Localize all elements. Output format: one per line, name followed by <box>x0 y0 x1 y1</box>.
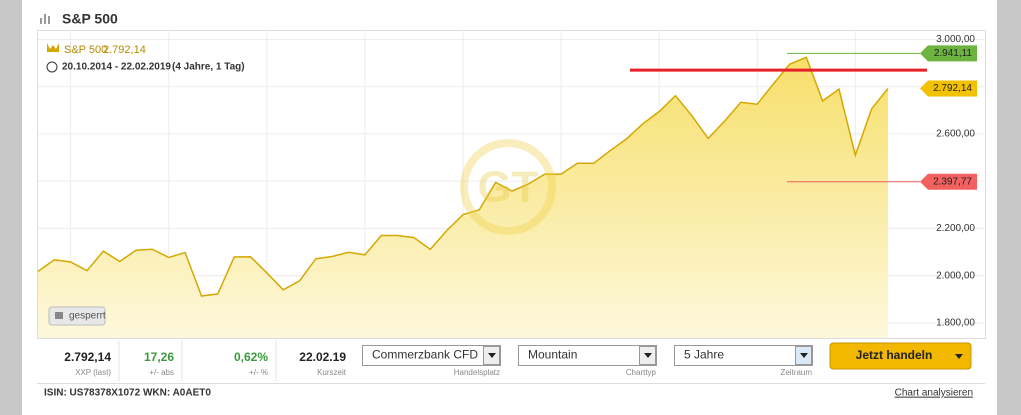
ids: ISIN: US78378X1072 WKN: A0AET0 <box>44 388 211 399</box>
trade-button[interactable] <box>829 342 972 370</box>
price-flag <box>920 80 977 97</box>
select-box[interactable] <box>362 345 501 366</box>
watermark: GT <box>460 139 556 235</box>
locked-badge <box>48 306 106 326</box>
period: 20.10.2014 - 22.02.2019 <box>62 62 171 73</box>
y-tick-label: 2.600,00 <box>936 129 975 140</box>
select-value: 5 Jahre <box>684 348 724 362</box>
svg-text:GT: GT <box>477 163 538 212</box>
stat-label: +/- abs <box>149 368 174 377</box>
area <box>38 57 888 339</box>
lock-icon <box>55 312 63 319</box>
y-tick-label: 1.800,00 <box>936 318 975 329</box>
select-value: Commerzbank CFD <box>372 348 478 362</box>
select-arrow <box>800 353 808 358</box>
select-label: Charttyp <box>626 368 657 377</box>
stat-label: Kurszeit <box>317 368 347 377</box>
legend-icon <box>47 43 59 52</box>
stat-value: 2.792,14 <box>64 350 111 364</box>
select-box[interactable] <box>518 345 657 366</box>
select-label: Zeitraum <box>780 368 812 377</box>
header-title: S&P 500 <box>62 11 118 27</box>
select-value: Mountain <box>528 348 577 362</box>
header-icon <box>40 14 50 24</box>
select-arrow <box>644 353 652 358</box>
y-tick-label: 2.000,00 <box>936 270 975 281</box>
analyse-link[interactable]: Chart analysieren <box>895 388 973 399</box>
trade-button-arrow[interactable] <box>955 354 963 359</box>
period-note: (4 Jahre, 1 Tag) <box>172 62 245 73</box>
locked-text: gesperrt <box>69 311 106 322</box>
stat-value: 17,26 <box>144 350 174 364</box>
select-box[interactable] <box>674 345 813 366</box>
stat-label: XXP (last) <box>75 368 111 377</box>
clock-icon <box>46 61 58 73</box>
price-flag <box>920 45 977 62</box>
y-tick-label: 3.000,00 <box>936 34 975 45</box>
stat-value: 22.02.19 <box>299 350 346 364</box>
legend-value: 2.792,14 <box>103 44 146 56</box>
stat-label: +/- % <box>249 368 268 377</box>
price-flag-label: 2.941,11 <box>934 48 973 59</box>
price-flag-label: 2.397,77 <box>933 176 972 187</box>
price-flag-label: 2.792,14 <box>933 83 972 94</box>
select-label: Handelsplatz <box>454 368 500 377</box>
trade-button-label[interactable]: Jetzt handeln <box>856 348 933 362</box>
y-tick-label: 2.200,00 <box>936 223 975 234</box>
legend-name: S&P 500 <box>64 44 107 56</box>
stat-value: 0,62% <box>234 350 268 364</box>
line <box>37 56 889 297</box>
select-arrow <box>488 353 496 358</box>
price-flag <box>920 173 977 190</box>
